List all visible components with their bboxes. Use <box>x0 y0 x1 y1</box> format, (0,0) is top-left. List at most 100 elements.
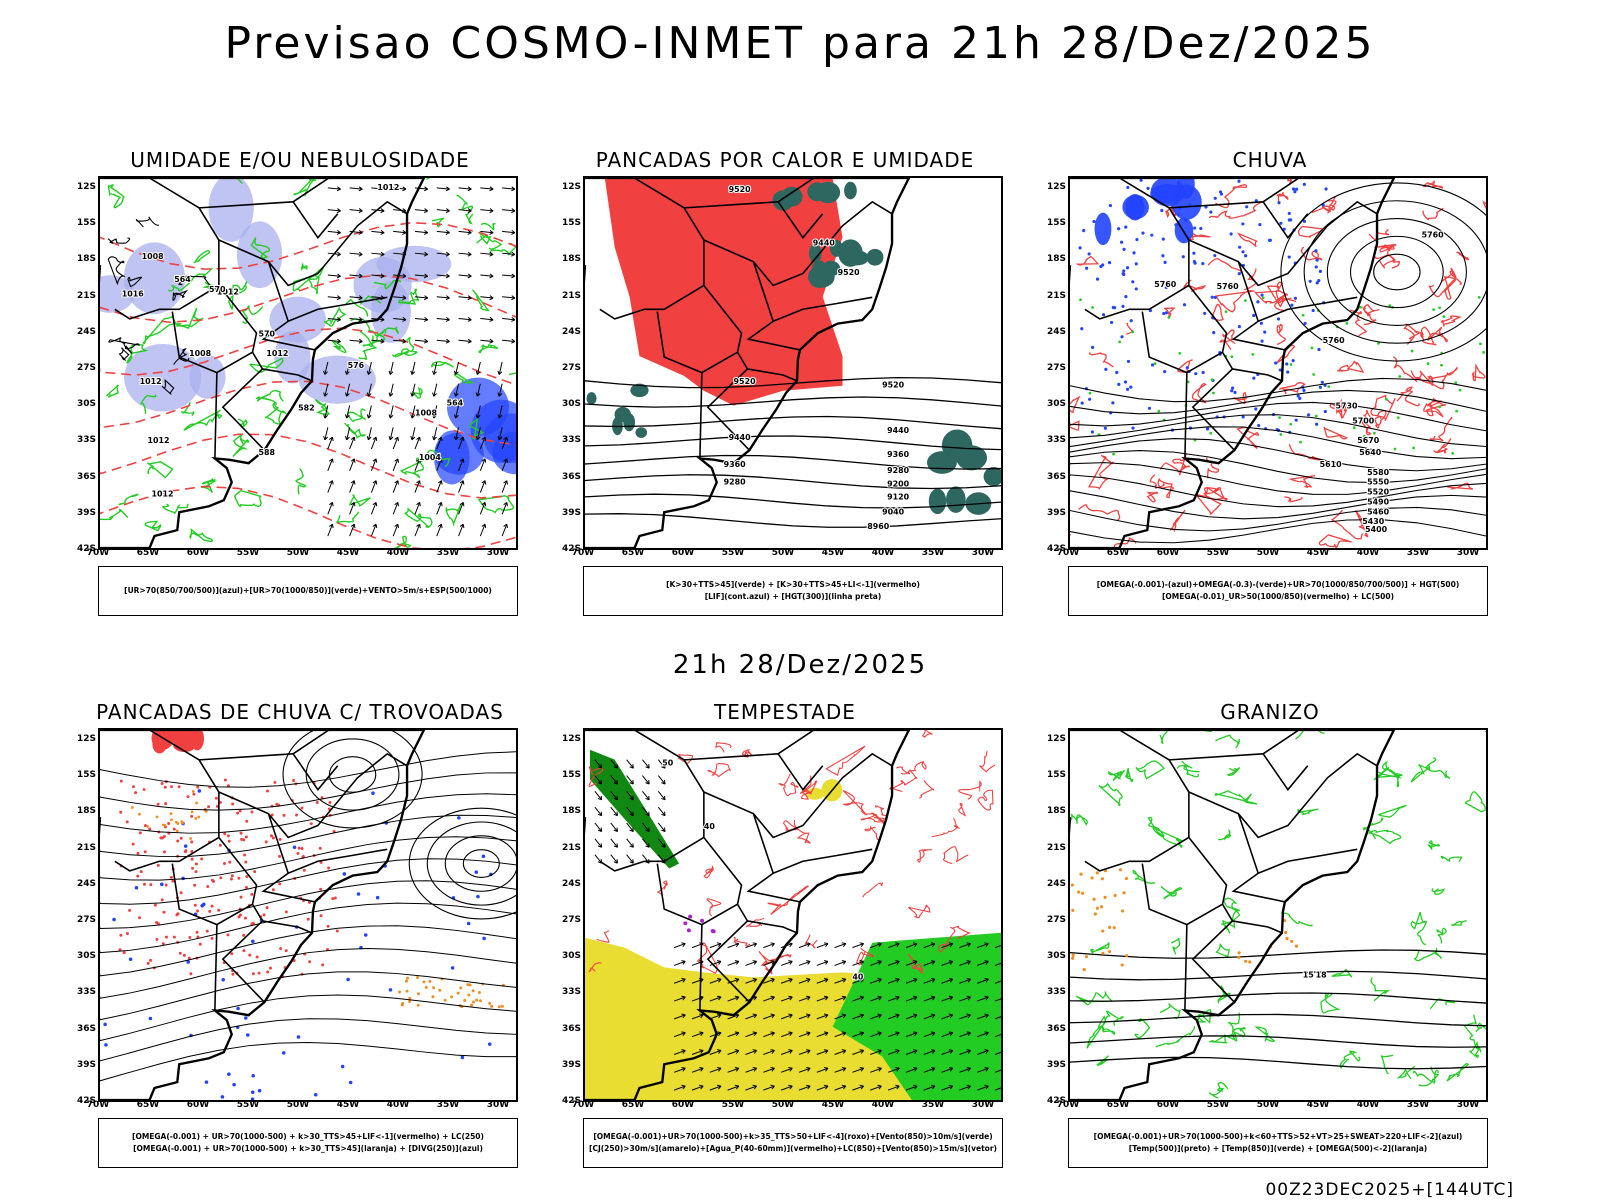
height-contour <box>1070 426 1486 460</box>
wind-vector <box>673 995 686 1002</box>
rain-red-contour <box>1396 386 1420 407</box>
forecast-panel: UMIDADE E/OU NEBULOSIDADE 1012 1008 1016 101… <box>77 148 520 628</box>
contour-label: 1012 <box>140 377 162 386</box>
storm-red-mark <box>271 836 275 840</box>
longitude-label: 60W <box>1156 548 1180 558</box>
storm-red-mark <box>331 897 335 901</box>
wind-vector <box>349 316 363 322</box>
instability-teal-fill <box>866 248 884 266</box>
rain-blue-mark <box>1193 261 1197 265</box>
longitude-label: 50W <box>1256 548 1280 558</box>
precip-water-contour <box>979 750 996 773</box>
storm-red-mark <box>138 831 142 835</box>
height-contour <box>585 493 1001 509</box>
precip-water-contour <box>825 745 866 776</box>
latitude-label: 42S <box>561 1096 581 1106</box>
storm-red-mark <box>306 917 310 921</box>
rain-green-mark <box>1455 409 1458 413</box>
storm-red-mark <box>160 898 164 902</box>
instability-teal-fill <box>946 486 966 513</box>
wind-vector <box>852 960 865 966</box>
height-contour <box>1070 401 1486 432</box>
rain-blue-mark <box>1256 300 1260 304</box>
longitude-label: 60W <box>671 548 695 558</box>
wind-vector <box>502 295 516 301</box>
rain-red-contour <box>1443 276 1456 300</box>
rain-blue-mark <box>1090 430 1094 434</box>
wind-vector <box>816 1031 829 1038</box>
rain-red-contour <box>1172 453 1187 476</box>
rain-blue-mark <box>1318 269 1322 273</box>
divergence-blue-mark <box>160 882 164 887</box>
longitude-label: 45W <box>1306 548 1330 558</box>
wind-vector <box>834 977 847 984</box>
omega-orange-mark <box>1294 944 1299 948</box>
longitude-label: 40W <box>871 1100 895 1110</box>
rain-green-mark <box>1251 353 1255 356</box>
rain-green-mark <box>1289 422 1293 426</box>
omega-orange-mark <box>1081 891 1085 895</box>
wind-vector <box>366 361 372 375</box>
contour-label: 5760 <box>1217 282 1240 291</box>
panel-title: TEMPESTADE <box>714 700 856 724</box>
temp500-contour <box>1070 1056 1486 1070</box>
storm-red-mark <box>282 813 286 817</box>
wind-vector <box>642 759 650 769</box>
storm-red-mark <box>200 857 204 861</box>
omega-orange-mark <box>1284 930 1288 935</box>
latitude-label: 21S <box>76 290 96 301</box>
wind-vector <box>414 208 429 214</box>
precip-water-contour <box>799 775 812 800</box>
storm-orange-mark <box>190 810 194 814</box>
legend-line: [K>30+TTS>45](verde) + [K>30+TTS>45+LI<-… <box>666 580 920 589</box>
temp850-contour <box>1101 1024 1116 1036</box>
height-contour <box>1070 377 1486 403</box>
panel-legend: [OMEGA(-0.001)+UR>70(1000-500)+k<60+TTS>… <box>1068 1118 1488 1168</box>
wind-vector <box>852 942 865 949</box>
humidity-low-contour <box>100 508 129 521</box>
wind-vector <box>870 1031 882 1038</box>
height-contour <box>585 376 1001 389</box>
rain-green-mark <box>1289 363 1293 366</box>
rain-blue-mark <box>1320 380 1324 384</box>
latitude-label: 39S <box>76 507 96 518</box>
divergence-blue-mark <box>236 1006 240 1011</box>
precip-water-contour <box>862 882 884 898</box>
divergence-blue-mark <box>348 1080 353 1085</box>
rain-blue-mark <box>1163 260 1167 264</box>
rain-red-contour <box>1403 323 1422 345</box>
wind-vector <box>370 523 378 537</box>
latitude-label: 30S <box>561 951 581 962</box>
rain-blue-mark <box>1315 422 1319 426</box>
rain-blue-mark <box>1125 387 1130 391</box>
wind-vector <box>745 1013 758 1020</box>
legend-line: [Temp(500)](preto) + [Temp(850)](verde) … <box>1128 1144 1428 1153</box>
longitude-label: 65W <box>1106 1100 1130 1110</box>
temp850-contour <box>1413 947 1442 962</box>
storm-red-mark <box>240 837 244 841</box>
rain-blue-mark <box>1212 331 1216 335</box>
humidity-low-contour <box>394 336 415 358</box>
omega-orange-mark <box>1100 877 1104 881</box>
storm-red-mark <box>172 827 176 831</box>
rain-green-mark <box>1261 296 1265 300</box>
storm-red-mark <box>250 892 254 896</box>
wind-vector <box>626 822 634 832</box>
wind-vector <box>852 1066 865 1073</box>
instability-teal-fill <box>635 427 648 438</box>
temp850-contour <box>1378 804 1407 818</box>
wind-vector <box>977 1031 989 1038</box>
storm-red-mark <box>321 963 325 967</box>
rain-red-contour <box>1440 270 1462 285</box>
instability-teal-fill <box>586 392 597 405</box>
wind-vector <box>642 838 650 848</box>
storm-red-mark <box>139 870 143 874</box>
storm-red-mark <box>131 842 135 846</box>
latitude-label: 12S <box>76 182 96 193</box>
main-title: Previsao COSMO-INMET para 21h 28/Dez/202… <box>224 18 1376 69</box>
wind-vector <box>392 480 400 493</box>
map-canvas: 9520 9440 9520 9520 9520 9440 9440 9360 9360 9280… <box>585 178 1001 548</box>
rain-blue-mark <box>1311 308 1315 313</box>
political-border <box>1079 178 1378 459</box>
contour-label: 9280 <box>724 478 747 487</box>
